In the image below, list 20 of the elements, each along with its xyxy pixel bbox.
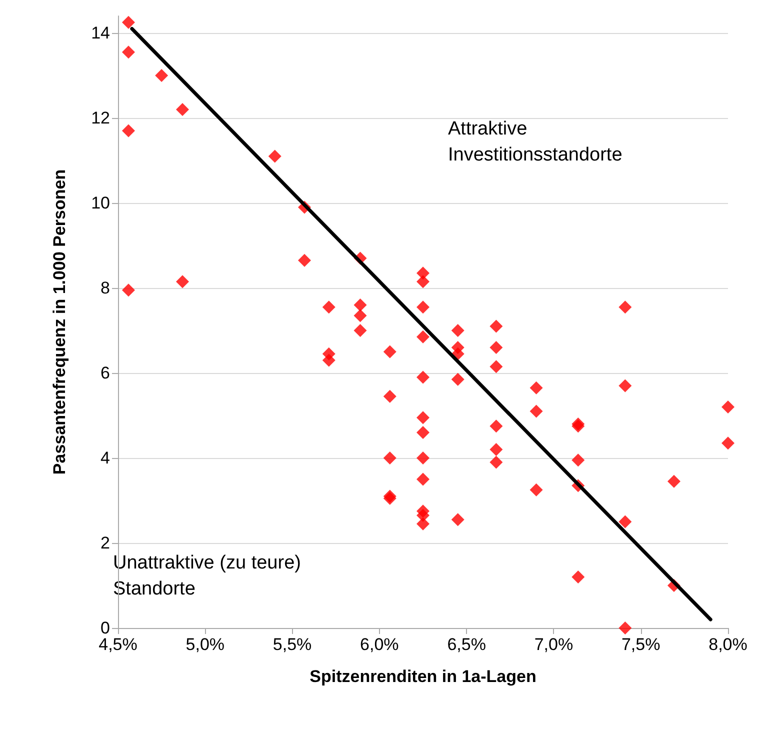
x-tick-label: 8,0%	[708, 635, 748, 654]
y-tick-label: 0	[100, 618, 110, 638]
x-tick-label: 6,0%	[360, 635, 399, 654]
x-tick-label: 6,5%	[447, 635, 486, 654]
x-tick-label: 5,0%	[186, 635, 225, 654]
y-tick-label: 2	[100, 534, 110, 552]
x-tick-label: 7,0%	[534, 635, 574, 654]
y-tick-label: 12	[91, 108, 110, 128]
x-tick-label: 7,5%	[621, 635, 660, 654]
y-tick-label: 4	[100, 448, 110, 468]
y-tick-label: 8	[100, 278, 110, 298]
x-axis-title: Spitzenrenditen in 1a-Lagen	[310, 667, 536, 686]
annotation: Attraktive Investitionsstandorte	[448, 118, 622, 166]
annotation: Unattraktive (zu teure) Standorte	[113, 552, 301, 600]
y-axis-title: Passantenfrequenz in 1.000 Personen	[50, 169, 69, 475]
y-tick-label: 10	[91, 194, 110, 212]
x-tick-label: 5,5%	[272, 635, 312, 654]
y-tick-label: 6	[100, 364, 110, 382]
x-tick-label: 4,5%	[98, 635, 138, 654]
y-tick-label: 14	[91, 24, 110, 42]
